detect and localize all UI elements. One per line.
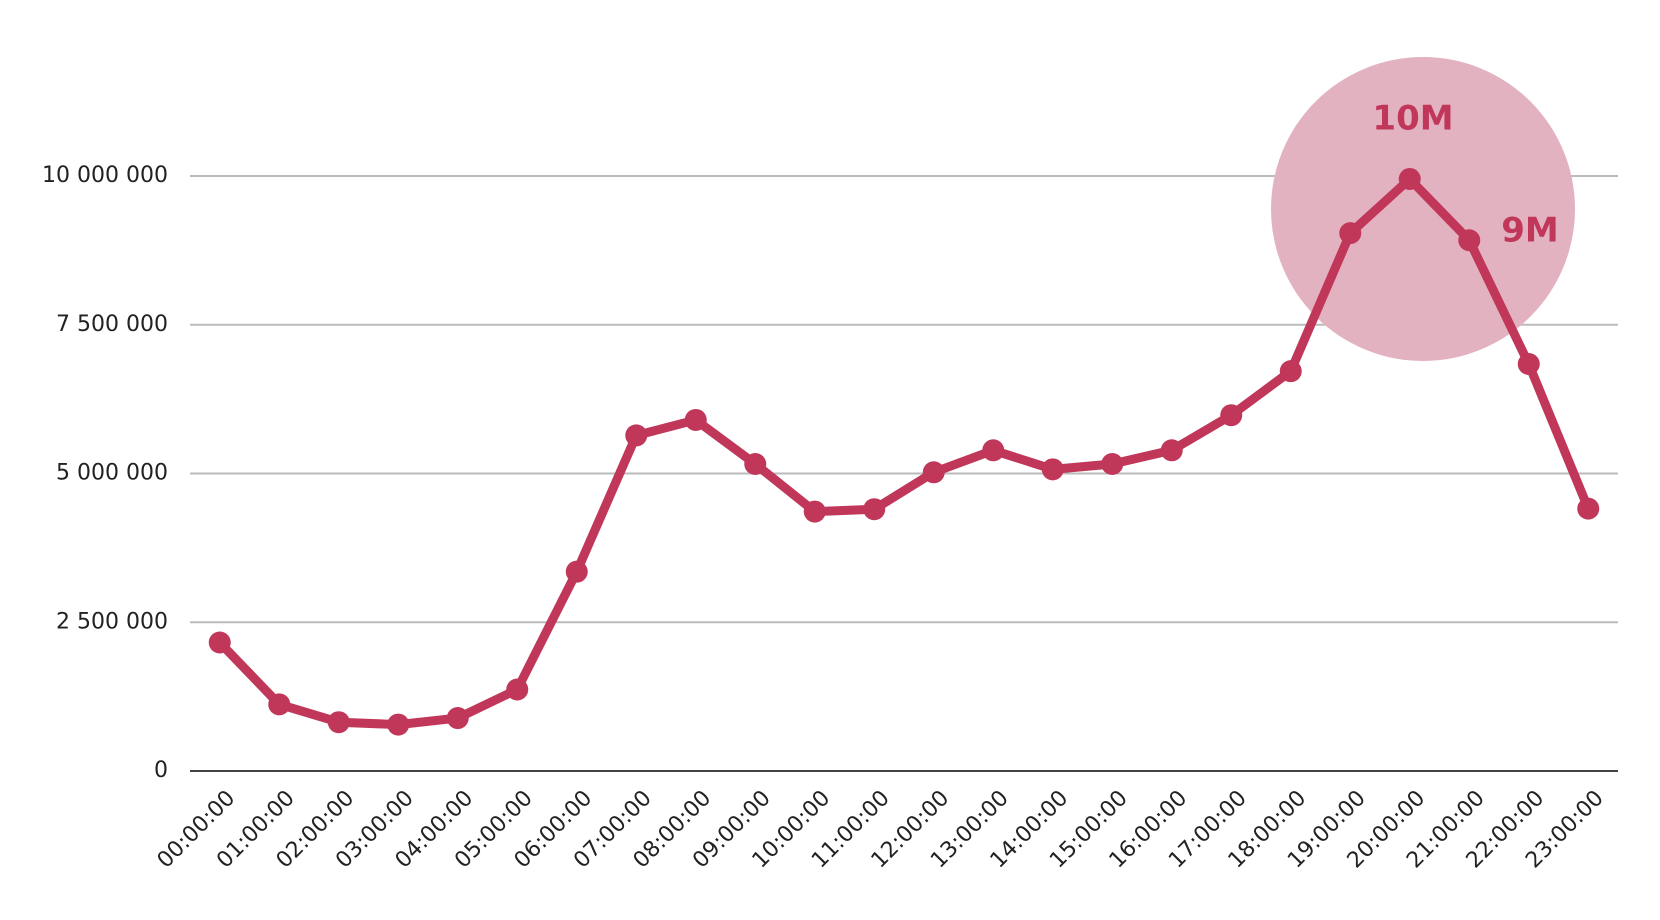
data-point — [1279, 360, 1302, 383]
y-tick-label: 10 000 000 — [42, 163, 168, 188]
data-point — [625, 424, 648, 447]
y-tick-label: 0 — [154, 758, 168, 783]
data-point — [922, 461, 945, 484]
data-point — [1101, 452, 1124, 475]
data-point — [863, 498, 886, 521]
data-point — [1339, 222, 1362, 245]
y-tick-label: 2 500 000 — [56, 609, 168, 634]
data-point — [208, 631, 231, 654]
data-point — [1220, 404, 1243, 427]
data-point — [1160, 439, 1183, 462]
data-point — [327, 711, 350, 734]
highlight-circle — [1271, 57, 1575, 361]
y-tick-label: 7 500 000 — [56, 312, 168, 337]
data-point — [1458, 229, 1481, 252]
data-point — [446, 707, 469, 730]
data-point — [1041, 458, 1064, 481]
data-point — [744, 452, 767, 475]
data-point — [684, 408, 707, 431]
data-point — [1517, 353, 1540, 376]
annotation: 9M — [1501, 211, 1559, 251]
data-point — [506, 678, 529, 701]
annotation: 10M — [1372, 99, 1453, 139]
y-tick-label: 5 000 000 — [56, 461, 168, 486]
data-point — [982, 439, 1005, 462]
data-point — [387, 713, 410, 736]
data-point — [565, 560, 588, 583]
data-point — [1577, 497, 1600, 520]
data-point — [268, 693, 291, 716]
data-point — [1398, 167, 1421, 190]
data-point — [803, 500, 826, 523]
